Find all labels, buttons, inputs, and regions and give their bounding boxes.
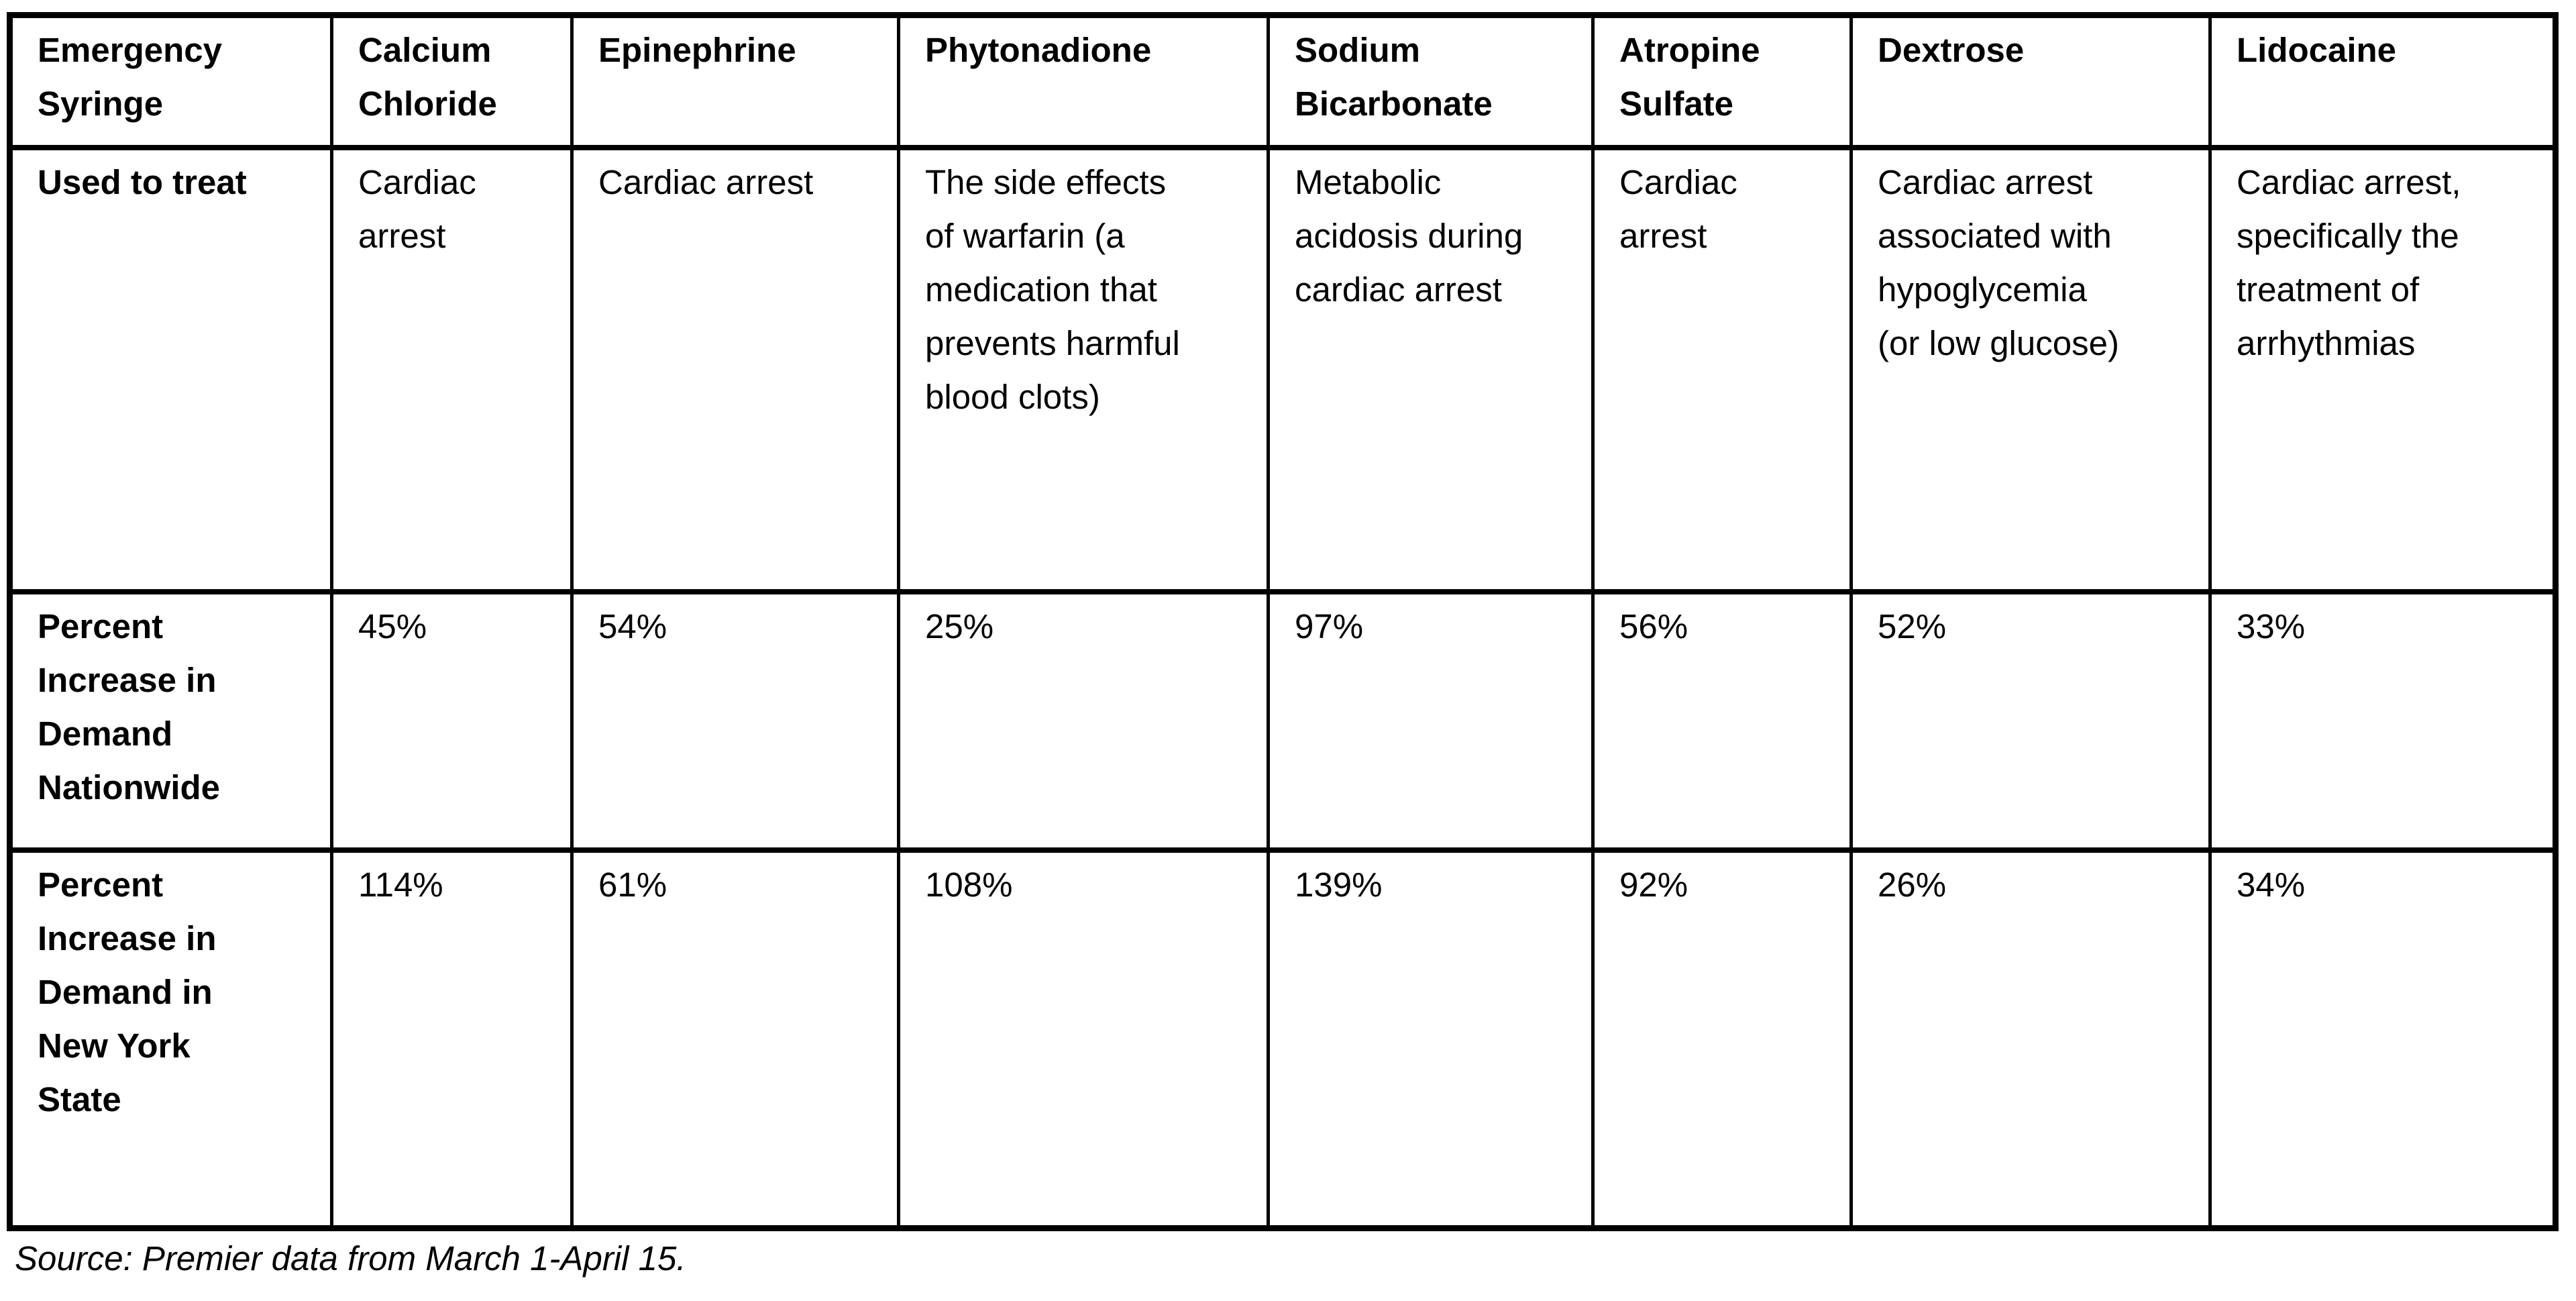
col-header-calcium-chloride: Calcium Chloride: [330, 12, 574, 150]
cell-nationwide-calcium-chloride: 45%: [330, 588, 574, 853]
col-header-lidocaine: Lidocaine: [2208, 12, 2557, 150]
row-header-percent-increase-nationwide: Percent Increase in Demand Nationwide: [8, 588, 333, 853]
source-note: Source: Premier data from March 1-April …: [15, 1239, 686, 1278]
cell-nationwide-atropine-sulfate: 56%: [1591, 588, 1853, 853]
col-header-phytonadione: Phytonadione: [897, 12, 1270, 150]
cell-newyork-dextrose: 26%: [1849, 847, 2212, 1231]
cell-used-to-treat-epinephrine: Cardiac arrest: [570, 144, 900, 594]
cell-used-to-treat-lidocaine: Cardiac arrest, specifically the treatme…: [2208, 144, 2557, 594]
row-percent-increase-new-york-state: Percent Increase in Demand in New York S…: [8, 847, 2557, 1231]
cell-newyork-phytonadione: 108%: [897, 847, 1270, 1231]
cell-newyork-calcium-chloride: 114%: [330, 847, 574, 1231]
table-header-row: Emergency Syringe Calcium Chloride Epine…: [8, 12, 2557, 150]
cell-nationwide-phytonadione: 25%: [897, 588, 1270, 853]
col-header-dextrose: Dextrose: [1849, 12, 2212, 150]
cell-newyork-sodium-bicarbonate: 139%: [1267, 847, 1595, 1231]
col-header-atropine-sulfate: Atropine Sulfate: [1591, 12, 1853, 150]
cell-nationwide-epinephrine: 54%: [570, 588, 900, 853]
cell-newyork-atropine-sulfate: 92%: [1591, 847, 1853, 1231]
cell-nationwide-dextrose: 52%: [1849, 588, 2212, 853]
corner-header-emergency-syringe: Emergency Syringe: [8, 12, 333, 150]
cell-used-to-treat-sodium-bicarbonate: Metabolic acidosis during cardiac arrest: [1267, 144, 1595, 594]
row-header-used-to-treat: Used to treat: [8, 144, 333, 594]
cell-used-to-treat-atropine-sulfate: Cardiac arrest: [1591, 144, 1853, 594]
cell-used-to-treat-calcium-chloride: Cardiac arrest: [330, 144, 574, 594]
col-header-sodium-bicarbonate: Sodium Bicarbonate: [1267, 12, 1595, 150]
cell-used-to-treat-dextrose: Cardiac arrest associated with hypoglyce…: [1849, 144, 2212, 594]
col-header-epinephrine: Epinephrine: [570, 12, 900, 150]
cell-nationwide-sodium-bicarbonate: 97%: [1267, 588, 1595, 853]
cell-nationwide-lidocaine: 33%: [2208, 588, 2557, 853]
cell-used-to-treat-phytonadione: The side effects of warfarin (a medicati…: [897, 144, 1270, 594]
row-header-percent-increase-new-york-state: Percent Increase in Demand in New York S…: [8, 847, 333, 1231]
row-percent-increase-nationwide: Percent Increase in Demand Nationwide 45…: [8, 588, 2557, 853]
cell-newyork-lidocaine: 34%: [2208, 847, 2557, 1231]
cell-newyork-epinephrine: 61%: [570, 847, 900, 1231]
emergency-syringe-table: Emergency Syringe Calcium Chloride Epine…: [7, 12, 2559, 1231]
row-used-to-treat: Used to treat Cardiac arrest Cardiac arr…: [8, 144, 2557, 594]
